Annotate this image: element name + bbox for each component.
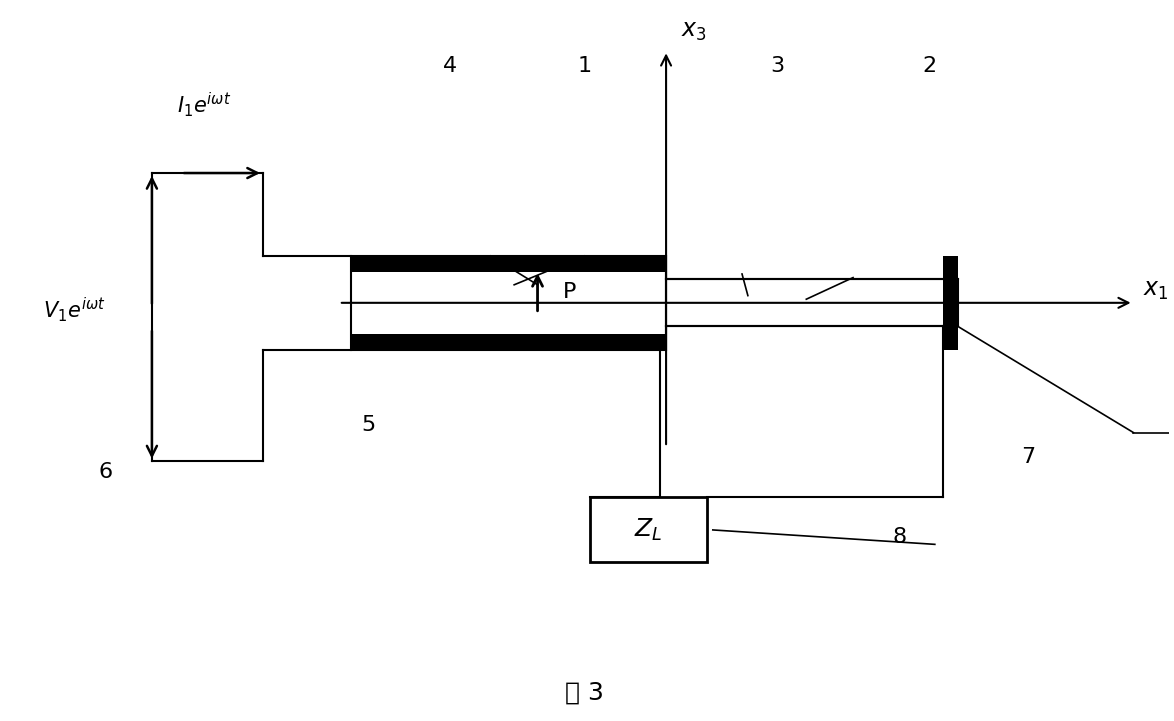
Bar — [351, 256, 666, 350]
Text: 3: 3 — [770, 56, 784, 76]
Text: P: P — [564, 282, 576, 302]
Bar — [591, 497, 707, 562]
Bar — [943, 256, 958, 350]
Text: $x_3$: $x_3$ — [681, 19, 707, 43]
Text: $V_1e^{i\omega t}$: $V_1e^{i\omega t}$ — [42, 296, 106, 324]
Text: 7: 7 — [1021, 447, 1035, 467]
Text: $I_1e^{i\omega t}$: $I_1e^{i\omega t}$ — [177, 90, 231, 119]
Bar — [351, 334, 666, 350]
Bar — [351, 256, 666, 272]
Text: 6: 6 — [99, 462, 113, 482]
Text: 图 3: 图 3 — [565, 680, 603, 704]
Text: 5: 5 — [360, 415, 376, 435]
Text: $Z_L$: $Z_L$ — [634, 517, 663, 543]
Text: 1: 1 — [578, 56, 592, 76]
Bar — [666, 279, 958, 326]
Text: 4: 4 — [443, 56, 457, 76]
Text: 8: 8 — [892, 527, 906, 547]
Text: 2: 2 — [922, 56, 936, 76]
Text: $x_1$: $x_1$ — [1142, 278, 1168, 302]
